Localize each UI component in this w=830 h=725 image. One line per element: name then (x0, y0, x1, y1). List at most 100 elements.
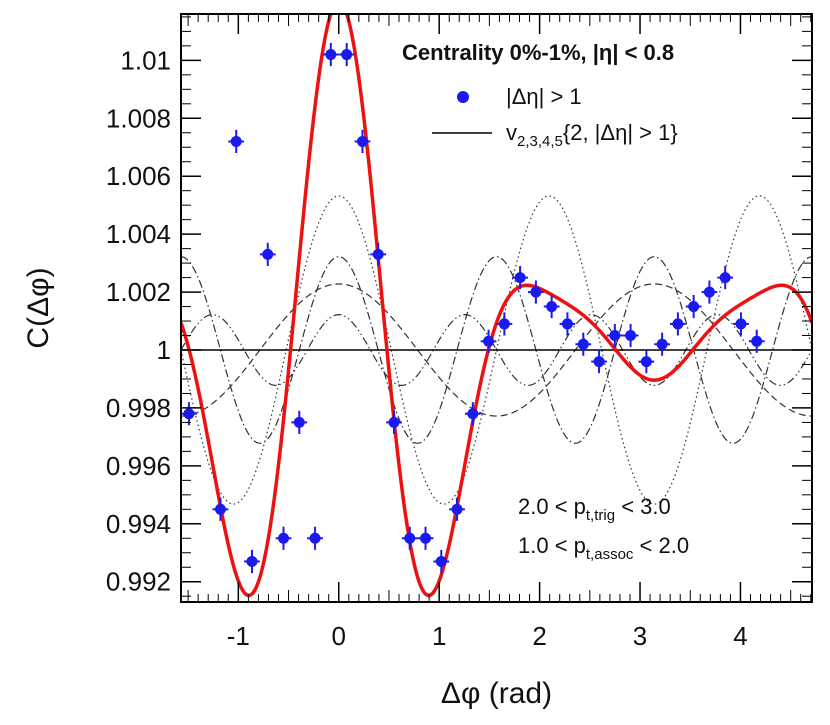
y-tick-label: 1.008 (106, 103, 171, 133)
data-point (370, 242, 387, 266)
y-axis-title: C(Δφ) (22, 267, 55, 348)
fit-curve-line (181, 14, 812, 598)
point-marker (561, 318, 573, 330)
point-marker (246, 555, 258, 567)
data-point (733, 312, 749, 336)
data-point (354, 129, 371, 154)
annotation-line-trig: 2.0 < pt,trig < 3.0 (518, 494, 671, 524)
legend-line-label-rest: {2, |Δη| > 1} (563, 120, 678, 145)
legend-line-label-sub: 2,3,4,5 (517, 133, 563, 150)
data-point (622, 323, 639, 348)
data-point (528, 280, 544, 304)
point-marker (688, 301, 700, 313)
data-point (386, 410, 402, 434)
legend-marker-label: |Δη| > 1 (506, 84, 582, 109)
data-point (212, 497, 229, 521)
kinematic-annotation: 2.0 < pt,trig < 3.0 1.0 < pt,assoc < 2.0 (518, 494, 689, 563)
data-points (181, 42, 765, 574)
x-tick-label: 4 (733, 621, 747, 651)
point-marker (593, 356, 605, 368)
annotation-trig-a: 2.0 < p (518, 494, 586, 519)
data-point (291, 410, 308, 434)
annotation-assoc-a: 1.0 < p (518, 533, 586, 558)
data-point (575, 332, 592, 356)
data-point (480, 329, 497, 353)
y-tick-label: 0.992 (106, 567, 171, 597)
point-marker (404, 532, 416, 544)
annotation-line-assoc: 1.0 < pt,assoc < 2.0 (518, 533, 689, 563)
point-marker (372, 248, 384, 260)
point-marker (341, 49, 353, 61)
point-marker (467, 408, 479, 420)
point-marker (325, 49, 337, 61)
annotation-trig-b: < 3.0 (615, 494, 671, 519)
data-point (606, 323, 623, 348)
x-tick-label: 2 (532, 621, 546, 651)
point-marker (609, 330, 621, 342)
x-tick-label: 1 (432, 621, 446, 651)
data-point (591, 350, 607, 374)
data-point (559, 312, 576, 336)
fit-curve-group (181, 14, 812, 598)
x-tick-label: 3 (633, 621, 647, 651)
point-marker (262, 248, 274, 260)
legend-line-label: v2,3,4,5{2, |Δη| > 1} (506, 120, 678, 150)
tick-labels: 0.992 0.994 0.996 0.998 1 1.002 1.004 1.006 1.00… (106, 45, 748, 651)
point-marker (640, 356, 652, 368)
y-tick-label: 0.996 (106, 451, 171, 481)
point-marker (214, 503, 226, 515)
data-point (496, 312, 513, 336)
annotation-assoc-b: < 2.0 (633, 533, 689, 558)
data-point (307, 526, 323, 550)
data-point (181, 402, 197, 426)
data-point (685, 294, 702, 319)
data-point (543, 294, 560, 319)
point-marker (278, 532, 290, 544)
annotation-trig-sub: t,trig (586, 507, 615, 524)
point-marker (719, 272, 731, 284)
point-marker (435, 555, 447, 567)
point-marker (703, 286, 715, 298)
data-point (322, 42, 339, 67)
point-marker (498, 318, 510, 330)
y-tick-label: 1.002 (106, 277, 171, 307)
data-point (401, 526, 418, 550)
legend: Centrality 0%-1%, |η| < 0.8 |Δη| > 1 v2,… (402, 40, 678, 150)
annotation-assoc-sub: t,assoc (586, 546, 634, 563)
y-tick-label: 1.01 (120, 45, 171, 75)
point-marker (483, 335, 495, 347)
point-marker (735, 318, 747, 330)
data-point (417, 526, 434, 550)
legend-header: Centrality 0%-1%, |η| < 0.8 (402, 40, 674, 65)
data-point (228, 129, 245, 154)
legend-marker-icon (457, 91, 469, 103)
point-marker (514, 272, 526, 284)
component-v2-line (181, 283, 812, 417)
point-marker (309, 532, 321, 544)
data-point (638, 350, 655, 374)
point-marker (672, 318, 684, 330)
data-point (717, 266, 734, 290)
x-tick-label: -1 (227, 621, 250, 651)
point-marker (751, 335, 763, 347)
y-tick-label: 1.004 (106, 219, 171, 249)
point-marker (420, 532, 432, 544)
data-point (748, 329, 765, 353)
data-point (259, 242, 276, 266)
x-tick-label: 0 (332, 621, 346, 651)
point-marker (546, 301, 558, 313)
y-tick-label: 1.006 (106, 161, 171, 191)
data-point (244, 549, 260, 574)
legend-line-label-main: v (506, 120, 517, 145)
data-point (338, 42, 355, 67)
point-marker (530, 286, 542, 298)
data-point (433, 549, 450, 574)
axis-ticks (181, 14, 812, 602)
plot-frame (180, 13, 813, 603)
y-tick-label: 0.998 (106, 393, 171, 423)
point-marker (183, 408, 195, 420)
data-point (701, 280, 718, 304)
point-marker (293, 416, 305, 428)
y-tick-label: 0.994 (106, 509, 171, 539)
